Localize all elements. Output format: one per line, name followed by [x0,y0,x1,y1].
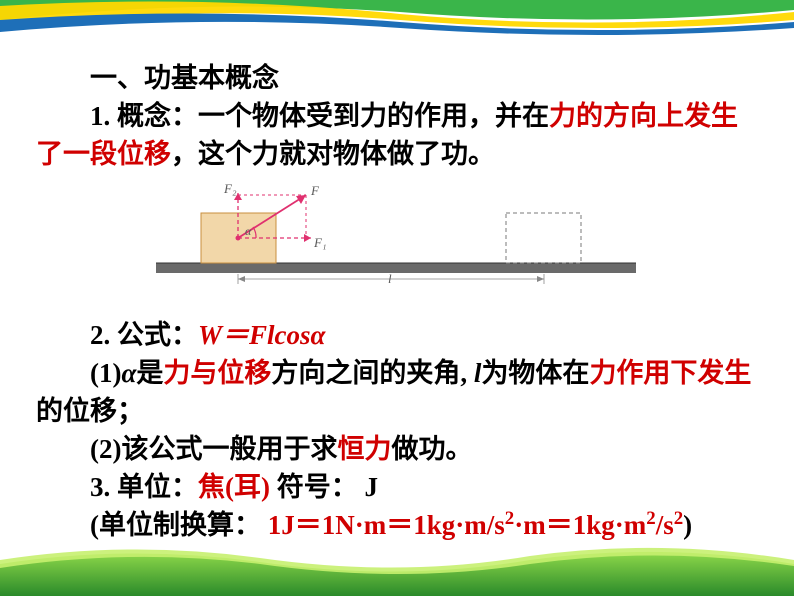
formula-eq: W＝Flcosα [198,320,325,350]
unit-num: 3. [90,472,110,502]
conv-label: 单位制换算： [99,510,261,540]
f1-label: F₁ [313,235,326,250]
concept-line: 1. 概念：一个物体受到力的作用，并在力的方向上发生了一段位移，这个力就对物体做… [36,98,756,174]
point2-line: (2)该公式一般用于求恒力做功。 [36,431,756,469]
top-decorative-border [0,0,794,42]
concept-part2: ，这个力就对物体做了功。 [171,139,495,169]
point1-line: (1)α是力与位移方向之间的夹角, l为物体在力作用下发生的位移； [36,355,756,431]
bottom-decorative-border [0,540,794,596]
p1-comma: , [460,358,474,388]
p1-part3: 为物体在 [481,358,589,388]
concept-label: 概念： [117,101,198,131]
l-label: l [388,271,392,286]
concept-num: 1. [90,101,110,131]
p1-part1: 是 [136,358,163,388]
heading: 一、功基本概念 [36,60,756,98]
formula-num: 2. [90,320,110,350]
l-arrow-left [238,276,245,282]
concept-part1: 一个物体受到力的作用，并在 [198,101,549,131]
f2-label: F₂ [223,183,237,196]
unit-label2: 符号： [270,472,358,502]
conv-rp: ) [683,510,692,540]
unit-red1: 焦(耳) [198,472,270,502]
alpha-label: α [245,224,252,238]
unit-sym: J [358,472,378,502]
p2-part1: 该公式一般用于求 [121,434,337,464]
unit-label: 单位： [117,472,198,502]
unit-line: 3. 单位：焦(耳) 符号： J [36,469,756,507]
p1-red1: 力与位移 [163,358,271,388]
surface [156,263,636,273]
formula-line: 2. 公式：W＝Flcosα [36,317,756,355]
p2-part2: 做功。 [391,434,472,464]
p1-part2: 方向之间的夹角 [271,358,460,388]
l-arrow-right [537,276,544,282]
p1-part4: 的位移； [36,396,144,426]
content-area: 一、功基本概念 1. 概念：一个物体受到力的作用，并在力的方向上发生了一段位移，… [36,60,756,545]
p2-num: (2) [90,434,121,464]
block-final [506,213,581,263]
formula-label: 公式： [117,320,198,350]
f1-arrowhead [304,234,311,242]
conv-eq: 1J＝1N·m＝1kg·m/s2·m＝1kg·m2/s2 [268,510,683,540]
p1-alpha: α [121,358,136,388]
conv-sp [261,510,268,540]
force-diagram: F₂ F F₁ α l [146,183,646,303]
p2-red1: 恒力 [337,434,391,464]
p1-red2: 力作用下发生 [589,358,751,388]
f-label: F [310,183,320,198]
conv-lp: ( [90,510,99,540]
p1-num: (1) [90,358,121,388]
slide: 一、功基本概念 1. 概念：一个物体受到力的作用，并在力的方向上发生了一段位移，… [0,0,794,596]
